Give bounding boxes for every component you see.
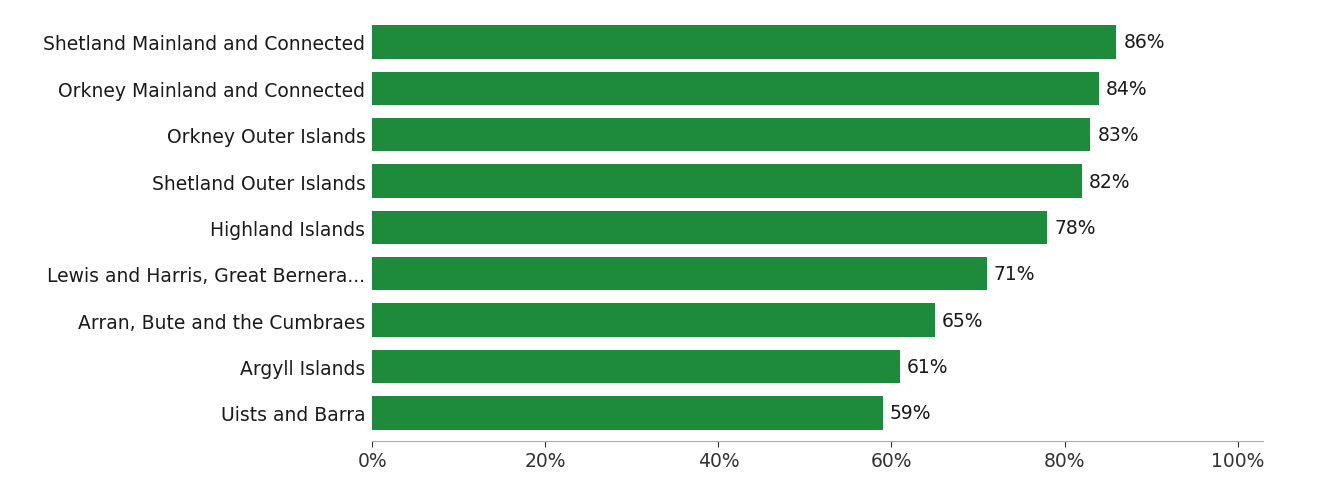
Text: 84%: 84% [1107, 80, 1148, 99]
Bar [372, 396, 883, 430]
Text: 83%: 83% [1097, 126, 1138, 145]
Bar [372, 119, 1091, 152]
Bar [372, 73, 1099, 106]
Bar [372, 304, 935, 337]
Bar [372, 165, 1081, 198]
Text: 65%: 65% [942, 311, 983, 330]
Text: 71%: 71% [994, 265, 1035, 284]
Text: 61%: 61% [907, 357, 948, 376]
Text: 59%: 59% [890, 404, 931, 422]
Bar [372, 350, 900, 383]
Bar [372, 258, 987, 291]
Text: 78%: 78% [1055, 218, 1096, 237]
Bar [372, 211, 1047, 244]
Bar [372, 26, 1116, 60]
Text: 82%: 82% [1089, 172, 1130, 191]
Text: 86%: 86% [1124, 34, 1165, 52]
